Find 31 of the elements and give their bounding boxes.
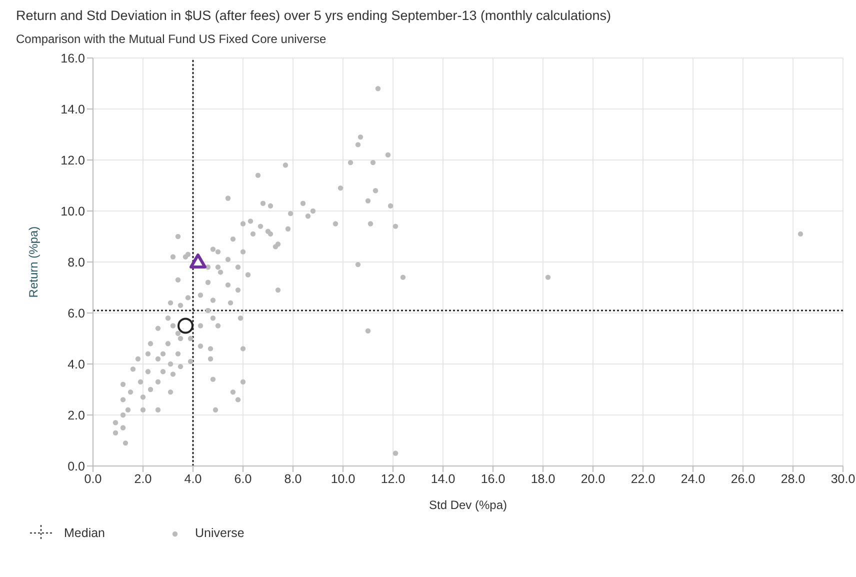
x-tick-label: 10.0 bbox=[330, 472, 356, 486]
y-tick-label: 10.0 bbox=[60, 204, 86, 218]
y-tick-label: 4.0 bbox=[68, 357, 86, 372]
y-tick-label: 6.0 bbox=[68, 306, 86, 320]
y-axis-title: Return (%pa) bbox=[26, 226, 40, 298]
legend-label: Median bbox=[64, 526, 105, 540]
x-tick-label: 6.0 bbox=[234, 472, 252, 486]
x-tick-label: 20.0 bbox=[580, 472, 606, 486]
x-tick-label: 18.0 bbox=[530, 472, 556, 486]
chart-title: Return and Std Deviation in $US (after fees) over 5 yrs ending September-13 (monthly calculations) bbox=[16, 8, 612, 23]
x-tick-label: 8.0 bbox=[284, 472, 302, 486]
x-tick-label: 24.0 bbox=[680, 472, 706, 486]
x-tick-label: 26.0 bbox=[730, 472, 756, 486]
x-tick-label: 30.0 bbox=[830, 472, 856, 486]
x-tick-label: 2.0 bbox=[134, 472, 152, 486]
chart-subtitle: Comparison with the Mutual Fund US Fixed Core universe bbox=[16, 32, 328, 46]
y-tick-label: 12.0 bbox=[60, 153, 86, 168]
legend-label: Universe bbox=[195, 526, 244, 540]
y-tick-label: 8.0 bbox=[68, 255, 86, 270]
x-tick-label: 14.0 bbox=[430, 472, 456, 486]
y-tick-label: 0.0 bbox=[68, 459, 86, 474]
x-tick-label: 12.0 bbox=[380, 472, 406, 486]
y-tick-label: 16.0 bbox=[60, 51, 86, 66]
y-tick-label: 2.0 bbox=[68, 408, 86, 422]
x-tick-label: 28.0 bbox=[780, 472, 806, 486]
y-tick-label: 14.0 bbox=[60, 102, 86, 116]
x-tick-label: 16.0 bbox=[480, 472, 506, 486]
x-tick-label: 0.0 bbox=[84, 472, 102, 486]
x-tick-label: 22.0 bbox=[630, 472, 656, 486]
x-tick-label: 4.0 bbox=[184, 472, 202, 486]
x-axis-title: Std Dev (%pa) bbox=[428, 498, 508, 512]
